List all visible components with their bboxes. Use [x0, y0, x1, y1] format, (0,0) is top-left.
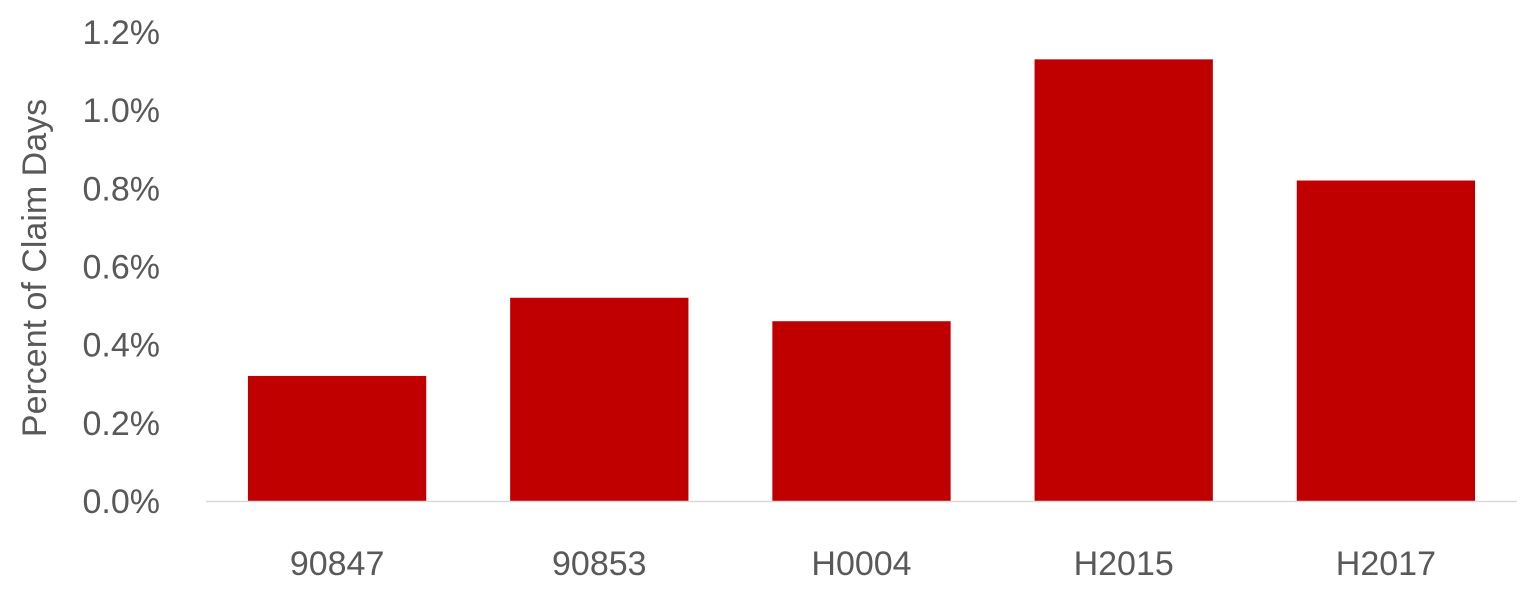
x-tick-label: H2017: [1336, 545, 1436, 583]
y-axis-tick-labels: 0.0% 0.2% 0.4% 0.6% 0.8% 1.0% 1.2%: [83, 14, 161, 521]
bar-h2015: [1034, 59, 1213, 501]
bar-90847: [247, 375, 427, 501]
bar-90853: [510, 297, 689, 501]
x-tick-label: H2015: [1074, 545, 1174, 583]
bar-h0004: [772, 321, 951, 501]
x-axis-tick-labels: 90847 90853 H0004 H2015 H2017: [290, 545, 1436, 583]
y-axis-title: Percent of Claim Days: [16, 99, 54, 437]
x-tick-label: H0004: [811, 545, 911, 583]
y-tick-label: 1.0%: [83, 92, 161, 130]
x-tick-label: 90847: [290, 545, 385, 583]
y-tick-label: 0.6%: [83, 249, 161, 287]
bar-h2017: [1296, 180, 1476, 501]
x-tick-label: 90853: [552, 545, 647, 583]
y-tick-label: 1.2%: [83, 14, 161, 52]
y-tick-label: 0.8%: [83, 170, 161, 208]
y-tick-label: 0.2%: [83, 405, 161, 443]
y-tick-label: 0.4%: [83, 327, 161, 365]
bars: [247, 59, 1476, 501]
y-tick-label: 0.0%: [83, 483, 161, 521]
